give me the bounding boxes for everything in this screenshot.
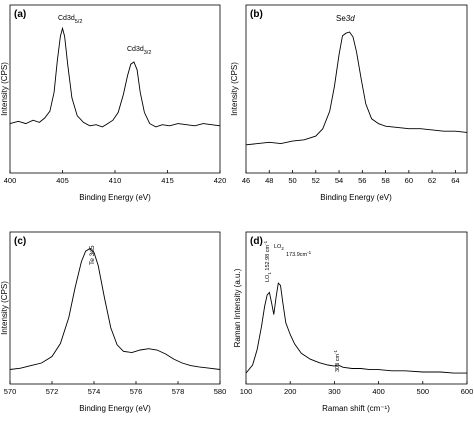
x-tick-label: 48 — [265, 176, 273, 185]
x-tick-label: 405 — [56, 176, 69, 185]
peak-annotations: Te 3d5 — [89, 245, 96, 265]
series-line — [245, 31, 468, 146]
series-line — [9, 26, 221, 128]
peak-label-se3d: Se3d — [336, 14, 355, 23]
x-axis-label: Binding Energy (eV) — [79, 404, 151, 413]
x-tick-label: 580 — [214, 387, 227, 396]
x-tick-label: 46 — [242, 176, 250, 185]
x-ticks — [9, 170, 221, 173]
x-axis-label: Binding Energy (eV) — [320, 193, 392, 202]
panel-label: (d) — [250, 236, 263, 247]
plot-frame — [9, 4, 221, 174]
panel-label: (a) — [14, 9, 26, 20]
peak-label-308: 308 cm-1 — [333, 349, 341, 372]
x-tick-label: 200 — [284, 387, 297, 396]
x-tick-label: 64 — [451, 176, 459, 185]
x-tick-label: 60 — [405, 176, 413, 185]
y-axis-label: Intensity (CPS) — [0, 62, 9, 116]
peak-annotations: Se3d — [336, 14, 355, 23]
x-tick-label: 100 — [240, 387, 253, 396]
x-tick-label: 62 — [428, 176, 436, 185]
y-axis-label: Intensity (CPS) — [0, 281, 9, 335]
panel-label: (c) — [14, 236, 26, 247]
panel-a: (a) Intensity (CPS) Binding Energy (eV) … — [0, 4, 227, 202]
x-axis-label: Binding Energy (eV) — [79, 193, 151, 202]
peak-label-lo1: LO1 152.98 cm-1 — [263, 240, 272, 282]
x-tick-labels: 46 48 50 52 54 56 58 60 62 64 — [242, 176, 460, 185]
peak-annotations: LO1 152.98 cm-1 LO2 173.9cm-1 308 cm-1 — [263, 240, 341, 372]
x-tick-label: 56 — [358, 176, 366, 185]
x-tick-label: 52 — [312, 176, 320, 185]
x-tick-label: 410 — [109, 176, 122, 185]
x-tick-labels: 400 405 410 415 420 — [4, 176, 227, 185]
peak-label-cd3d32: Cd3d3/2 — [127, 46, 151, 56]
x-ticks — [245, 381, 468, 384]
x-tick-label: 54 — [335, 176, 343, 185]
panel-c: (c) Intensity (CPS) Binding Energy (eV) … — [0, 231, 227, 413]
x-tick-label: 576 — [130, 387, 143, 396]
peak-label-lo2-value: 173.9cm-1 — [286, 250, 312, 258]
peak-label-lo2: LO2 — [274, 244, 284, 251]
x-tick-label: 58 — [381, 176, 389, 185]
x-tick-label: 600 — [461, 387, 474, 396]
x-tick-labels: 100 200 300 400 500 600 — [240, 387, 474, 396]
plot-frame — [9, 231, 221, 385]
x-tick-label: 400 — [4, 176, 17, 185]
plot-frame — [245, 4, 468, 174]
x-tick-label: 400 — [372, 387, 385, 396]
x-ticks — [245, 170, 456, 173]
x-ticks — [9, 381, 221, 384]
y-axis-label: Raman Intensity (a.u.) — [233, 268, 242, 347]
series-line — [9, 248, 221, 370]
x-tick-label: 572 — [46, 387, 59, 396]
x-tick-label: 300 — [328, 387, 341, 396]
peak-label-cd3d52: Cd3d5/2 — [58, 15, 82, 25]
x-tick-label: 570 — [4, 387, 17, 396]
x-tick-label: 578 — [172, 387, 185, 396]
x-tick-label: 500 — [417, 387, 430, 396]
peak-annotations: Cd3d5/2 Cd3d3/2 — [58, 15, 151, 56]
x-tick-labels: 570 572 574 576 578 580 — [4, 387, 227, 396]
series-line — [245, 282, 467, 374]
x-tick-label: 420 — [214, 176, 227, 185]
panel-label: (b) — [250, 9, 263, 20]
x-tick-label: 50 — [288, 176, 296, 185]
panel-d: (d) Raman Intensity (a.u.) Raman shift (… — [233, 231, 474, 413]
x-tick-label: 574 — [88, 387, 101, 396]
x-axis-label: Raman shift (cm⁻¹) — [322, 404, 390, 413]
panel-b: (b) Intensity (CPS) Binding Energy (eV) … — [230, 4, 468, 202]
peak-label-te3d5: Te 3d5 — [89, 245, 96, 265]
x-tick-label: 415 — [161, 176, 174, 185]
plot-frame — [245, 231, 468, 385]
y-axis-label: Intensity (CPS) — [230, 62, 239, 116]
